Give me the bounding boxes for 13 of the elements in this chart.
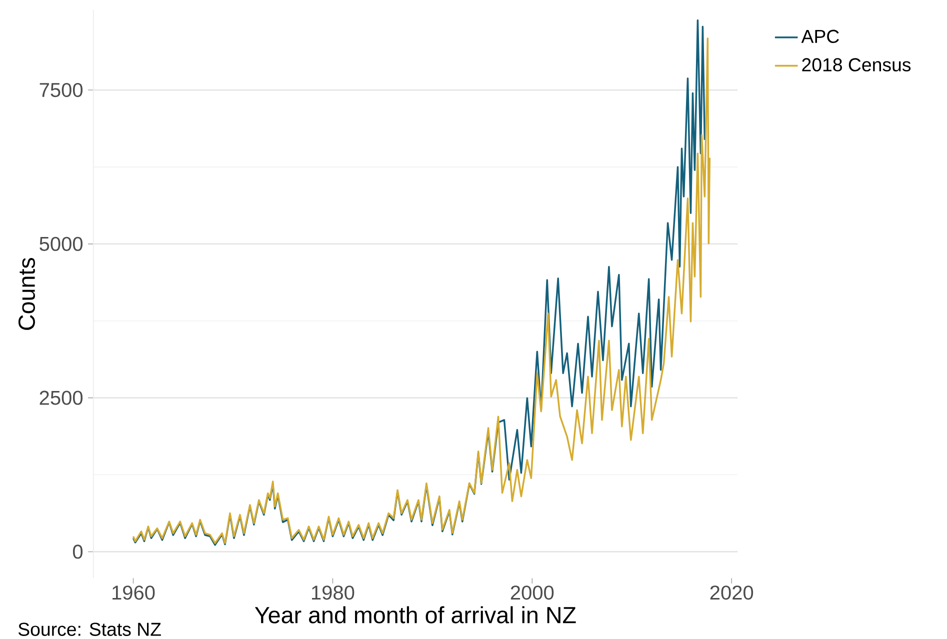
- legend-label: 2018 Census: [802, 58, 911, 72]
- y-tick-label: 0: [72, 544, 83, 559]
- y-tick-label: 2500: [40, 390, 83, 405]
- x-tick-label: 2020: [710, 586, 754, 600]
- legend-label: APC: [801, 30, 839, 44]
- x-tick-label: 1980: [312, 586, 354, 600]
- x-tick-label: 2000: [510, 586, 554, 600]
- y-tick-label: 7500: [40, 83, 83, 98]
- source-note: Source: Stats NZ: [18, 622, 161, 636]
- x-axis-title: Year and month of arrival in NZ: [254, 606, 576, 624]
- y-tick-label: 5000: [40, 236, 83, 252]
- x-tick-label: 1960: [112, 586, 155, 600]
- y-axis-title: Counts: [18, 258, 35, 330]
